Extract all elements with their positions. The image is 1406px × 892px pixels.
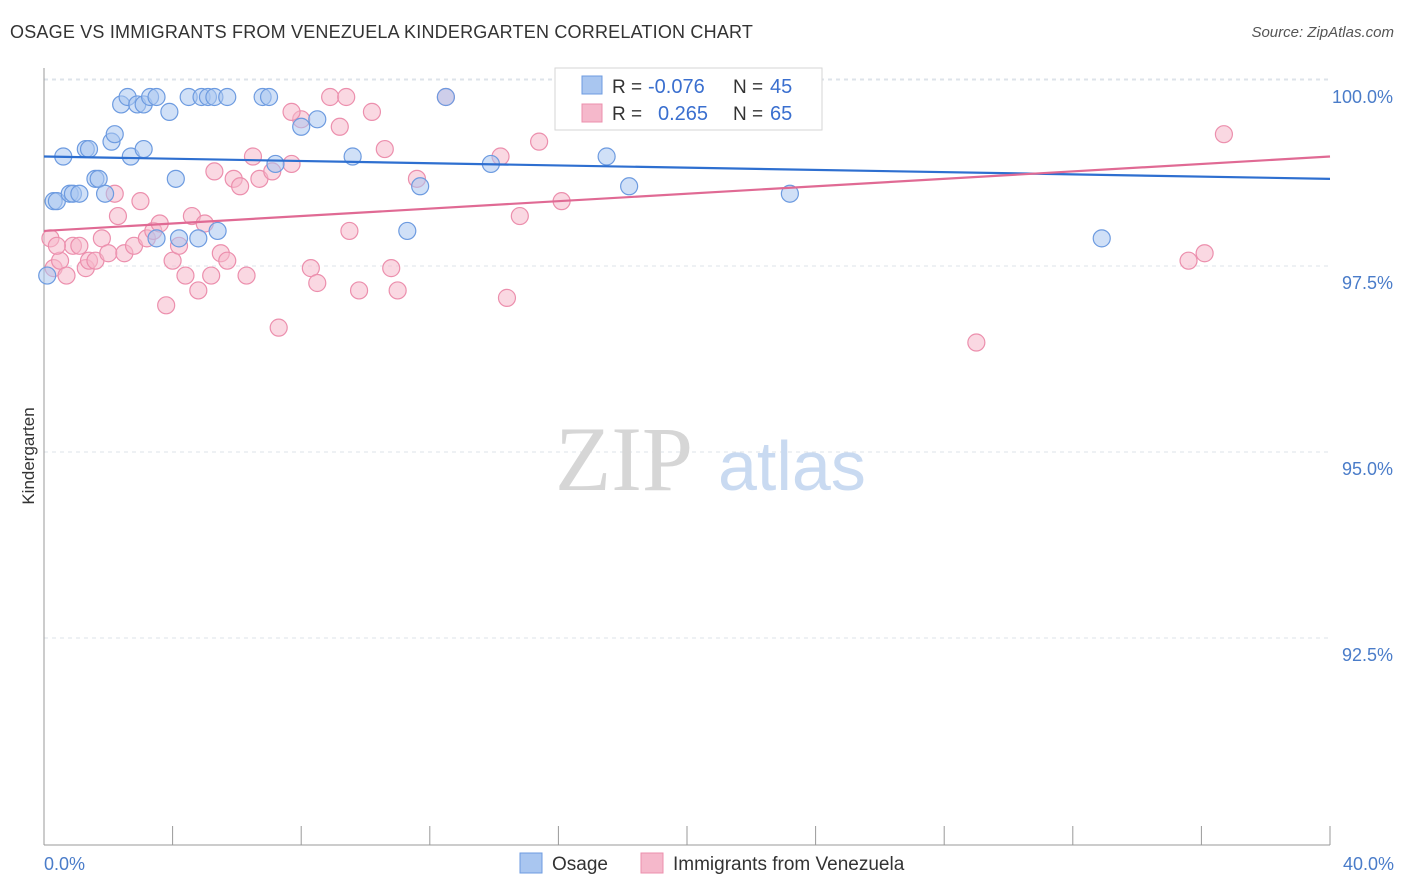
y-tick-labels: 92.5% 95.0% 97.5% 100.0% bbox=[1332, 87, 1393, 665]
venezuela-point bbox=[321, 87, 340, 107]
osage-point bbox=[292, 117, 311, 136]
venezuela-point bbox=[108, 206, 128, 226]
venezuela-point bbox=[70, 236, 89, 255]
legend-n-value-osage: 45 bbox=[770, 76, 792, 98]
stats-legend: R = -0.076 N = 45 R = 0.265 N = 65 bbox=[554, 67, 823, 131]
series-legend: Osage Immigrants from Venezuela bbox=[519, 852, 905, 875]
venezuela-point bbox=[308, 273, 327, 293]
y-tick-label: 95.0% bbox=[1342, 459, 1393, 479]
legend-n-label-venezuela: N = bbox=[733, 104, 763, 125]
osage-point bbox=[95, 184, 115, 203]
osage-point bbox=[266, 154, 285, 174]
osage-point bbox=[79, 139, 99, 159]
venezuela-point bbox=[510, 206, 529, 226]
x-tick-label-max: 40.0% bbox=[1343, 854, 1394, 874]
venezuela-point bbox=[388, 281, 407, 300]
venezuela-point bbox=[340, 221, 359, 241]
venezuela-point bbox=[205, 162, 224, 181]
osage-point bbox=[398, 221, 417, 241]
venezuela-point bbox=[189, 281, 208, 300]
x-ticks bbox=[43, 826, 1331, 845]
grid-lines bbox=[44, 78, 1330, 639]
venezuela-point bbox=[282, 154, 301, 174]
venezuela-point bbox=[1179, 251, 1198, 270]
venezuela-point bbox=[375, 139, 394, 159]
chart-source: Source: ZipAtlas.com bbox=[1251, 24, 1394, 41]
venezuela-point bbox=[362, 102, 382, 121]
venezuela-point bbox=[176, 266, 195, 285]
venezuela-point bbox=[1195, 244, 1214, 263]
osage-point bbox=[259, 87, 279, 107]
osage-point bbox=[70, 184, 89, 203]
osage-point bbox=[436, 87, 455, 107]
osage-point bbox=[780, 184, 799, 203]
osage-point bbox=[208, 221, 227, 241]
venezuela-point bbox=[497, 288, 517, 307]
venezuela-point bbox=[967, 333, 986, 352]
venezuela-point bbox=[349, 281, 369, 300]
venezuela-point bbox=[337, 87, 356, 107]
venezuela-point bbox=[47, 236, 66, 255]
venezuela-point bbox=[202, 266, 221, 285]
legend-r-label-osage: R = bbox=[612, 77, 642, 98]
osage-trend-line bbox=[43, 155, 1331, 180]
legend-swatch-osage bbox=[581, 75, 603, 95]
legend-r-label-venezuela: R = bbox=[612, 104, 642, 125]
trend-lines bbox=[43, 155, 1331, 233]
venezuela-point bbox=[382, 259, 401, 278]
y-tick-label: 100.0% bbox=[1332, 87, 1393, 107]
venezuela-point bbox=[231, 177, 250, 196]
osage-point bbox=[147, 229, 166, 248]
osage-point bbox=[169, 229, 189, 248]
osage-point bbox=[597, 147, 616, 166]
x-tick-label-min: 0.0% bbox=[44, 854, 85, 874]
legend-label-osage: Osage bbox=[552, 854, 608, 875]
osage-point bbox=[147, 87, 166, 107]
legend-r-value-venezuela: 0.265 bbox=[658, 103, 708, 125]
watermark-atlas: atlas bbox=[718, 427, 866, 505]
venezuela-point bbox=[269, 318, 288, 337]
venezuela-point bbox=[330, 117, 349, 136]
osage-point bbox=[134, 139, 153, 159]
y-axis-title: Kindergarten bbox=[19, 407, 38, 504]
venezuela-trend-line bbox=[43, 155, 1331, 233]
venezuela-point bbox=[157, 296, 176, 315]
osage-point bbox=[38, 266, 57, 285]
y-tick-label: 92.5% bbox=[1342, 645, 1393, 665]
legend-n-value-venezuela: 65 bbox=[770, 103, 792, 125]
legend-swatch-osage-bottom bbox=[519, 852, 543, 874]
osage-point bbox=[620, 177, 639, 196]
venezuela-point bbox=[237, 266, 256, 285]
venezuela-point bbox=[1214, 125, 1234, 144]
osage-point bbox=[218, 87, 237, 107]
chart-title: OSAGE VS IMMIGRANTS FROM VENEZUELA KINDE… bbox=[10, 22, 754, 42]
osage-point bbox=[411, 177, 430, 196]
osage-point bbox=[1092, 229, 1111, 248]
osage-point bbox=[105, 125, 124, 144]
watermark-zip: ZIP bbox=[555, 408, 693, 510]
osage-point bbox=[160, 102, 179, 121]
venezuela-point bbox=[243, 147, 263, 166]
osage-point bbox=[189, 229, 208, 248]
venezuela-point bbox=[530, 132, 549, 151]
venezuela-point bbox=[131, 192, 150, 211]
osage-point bbox=[308, 110, 327, 129]
legend-r-value-osage: -0.076 bbox=[648, 76, 705, 98]
y-tick-label: 97.5% bbox=[1342, 273, 1393, 293]
venezuela-point bbox=[218, 251, 237, 270]
legend-swatch-venezuela-bottom bbox=[640, 852, 664, 874]
series-osage-points bbox=[38, 87, 1111, 285]
legend-n-label-osage: N = bbox=[733, 77, 763, 98]
venezuela-point bbox=[282, 102, 301, 121]
legend-swatch-venezuela bbox=[581, 103, 603, 123]
venezuela-point bbox=[99, 244, 118, 263]
legend-label-venezuela: Immigrants from Venezuela bbox=[673, 854, 905, 875]
osage-point bbox=[166, 169, 185, 188]
venezuela-point bbox=[57, 266, 76, 285]
